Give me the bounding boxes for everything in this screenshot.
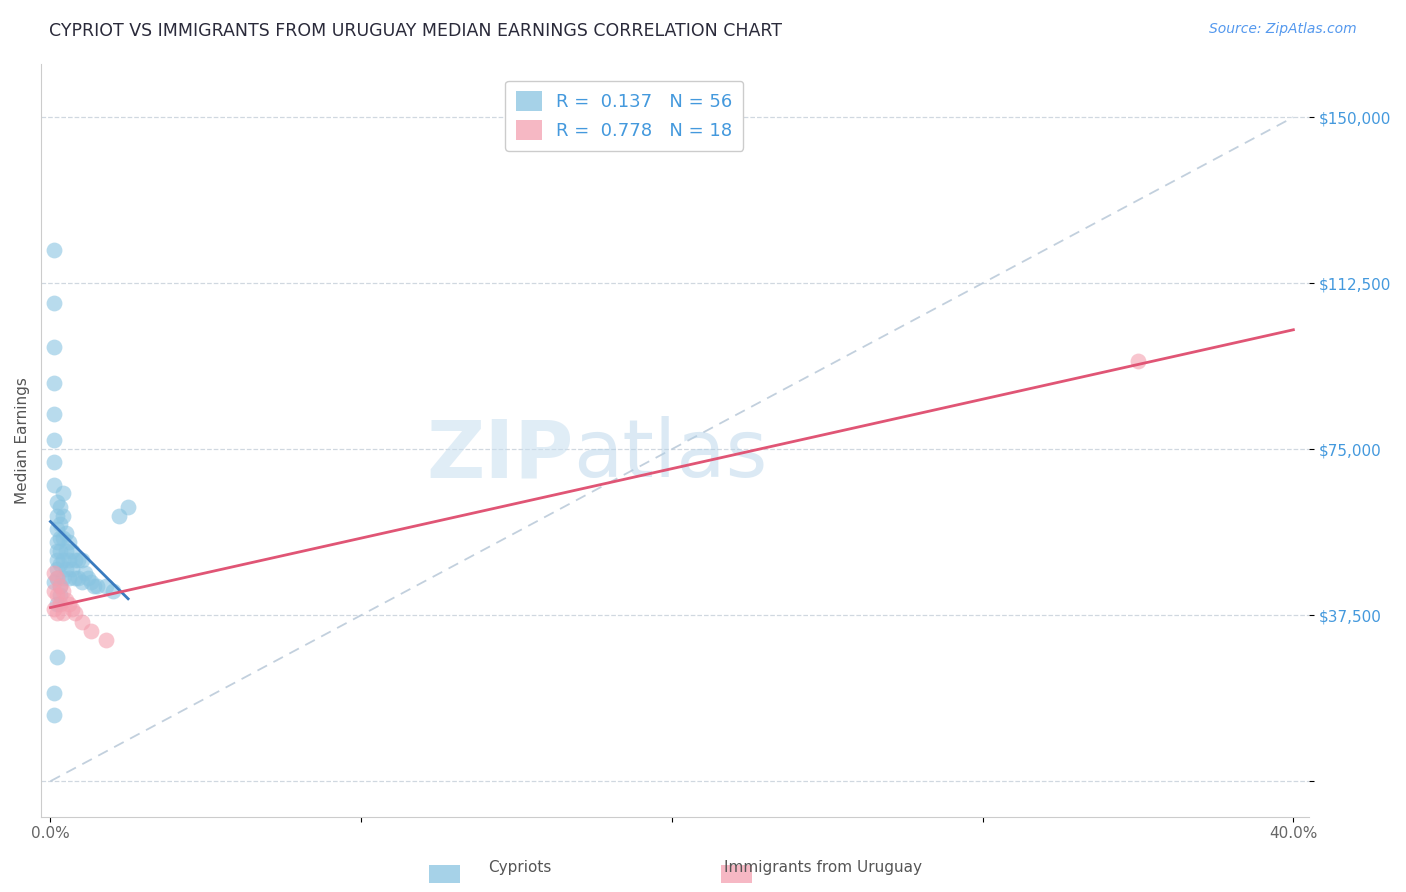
Point [49,597,72,611]
Point [42,583,65,598]
Point [42,566,65,581]
Point [42,686,65,700]
Point [42,707,65,722]
Point [52,606,75,620]
Point [52,486,75,500]
Point [60,601,83,615]
Text: Cypriots: Cypriots [488,861,553,875]
Text: CYPRIOT VS IMMIGRANTS FROM URUGUAY MEDIAN EARNINGS CORRELATION CHART: CYPRIOT VS IMMIGRANTS FROM URUGUAY MEDIA… [49,22,782,40]
Point [86,579,108,593]
Point [45,522,67,536]
Point [58,597,80,611]
Point [49,579,72,593]
Point [96,579,118,593]
Point [45,606,67,620]
Point [70,615,93,629]
Point [42,340,65,354]
Point [45,570,67,584]
Point [49,579,72,593]
Point [55,544,77,558]
Point [42,296,65,310]
Point [42,434,65,448]
Point [52,508,75,523]
Point [65,606,87,620]
Point [49,588,72,602]
Point [117,500,139,514]
Point [58,570,80,584]
Point [42,407,65,421]
Point [70,574,93,589]
Point [55,592,77,607]
Point [42,574,65,589]
Legend: R =  0.137   N = 56, R =  0.778   N = 18: R = 0.137 N = 56, R = 0.778 N = 18 [506,80,744,151]
Point [65,553,87,567]
Point [60,544,83,558]
Point [73,566,96,581]
Point [42,601,65,615]
Point [96,632,118,647]
Point [80,574,103,589]
Point [52,531,75,545]
Point [45,535,67,549]
Point [45,588,67,602]
Text: atlas: atlas [574,417,768,494]
Text: Immigrants from Uruguay: Immigrants from Uruguay [724,861,921,875]
Point [52,570,75,584]
Point [42,455,65,469]
Point [70,553,93,567]
Text: Source: ZipAtlas.com: Source: ZipAtlas.com [1209,22,1357,37]
Point [45,553,67,567]
Point [52,583,75,598]
Point [45,597,67,611]
Point [49,500,72,514]
Point [55,526,77,541]
Point [80,624,103,638]
Point [49,544,72,558]
Point [67,570,90,584]
Text: ZIP: ZIP [426,417,574,494]
Point [101,583,124,598]
Point [55,562,77,576]
Point [49,531,72,545]
Point [58,535,80,549]
Point [45,570,67,584]
Point [52,553,75,567]
Point [45,562,67,576]
Point [42,243,65,257]
Point [1126,353,1149,368]
Point [42,477,65,491]
Point [107,508,129,523]
Point [58,553,80,567]
Point [67,553,90,567]
Point [45,544,67,558]
Point [76,570,98,584]
Point [45,495,67,509]
Point [60,562,83,576]
Point [42,376,65,390]
Point [65,570,87,584]
Point [45,508,67,523]
Point [45,650,67,665]
Point [49,558,72,572]
Y-axis label: Median Earnings: Median Earnings [15,377,30,504]
Point [83,579,105,593]
Point [49,517,72,532]
